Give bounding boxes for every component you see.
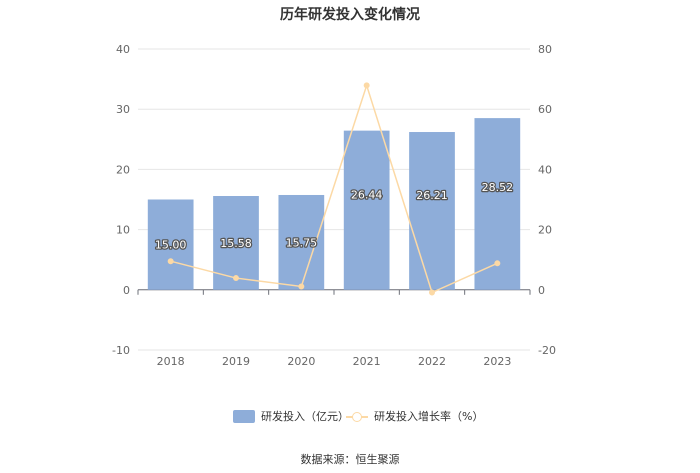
growth-point	[429, 289, 435, 296]
y-right-tick-label: 20	[538, 224, 552, 237]
y-left-tick-label: -10	[112, 344, 130, 357]
bar-value-label: 15.00	[155, 239, 187, 252]
growth-line	[170, 82, 498, 294]
y-left-tick-label: 20	[116, 163, 130, 176]
chart-title: 历年研发投入变化情况	[280, 7, 420, 23]
growth-point	[233, 275, 239, 282]
y-left-tick-label: 30	[116, 103, 130, 116]
legend-item-line[interactable]: 研发投入增长率（%）	[346, 408, 483, 424]
growth-point	[494, 260, 501, 267]
legend-line-swatch	[346, 410, 368, 423]
growth-point	[363, 82, 370, 89]
y-right-tick-label: 80	[538, 43, 552, 56]
y-right-tick-label: 40	[538, 163, 552, 176]
x-tick-label: 2023	[483, 355, 511, 368]
bar-value-label: 15.75	[286, 236, 318, 249]
bar	[147, 199, 194, 290]
x-tick-label: 2020	[287, 355, 315, 368]
bar-value-label: 26.44	[351, 188, 383, 201]
source-note: 数据来源：恒生聚源	[300, 453, 400, 466]
legend-label-bar: 研发投入（亿元）	[261, 410, 349, 423]
x-tick-label: 2022	[418, 355, 446, 368]
y-left-tick-label: 0	[123, 284, 130, 297]
bar-value-label: 28.52	[482, 181, 514, 194]
legend: 研发投入（亿元） 研发投入增长率（%）	[0, 408, 700, 426]
y-right-tick-label: -20	[538, 344, 556, 357]
y-left-tick-label: 40	[116, 43, 130, 56]
x-tick-label: 2021	[353, 355, 381, 368]
y-right-tick-label: 60	[538, 103, 552, 116]
bar	[343, 130, 390, 290]
legend-bar-swatch	[233, 409, 255, 423]
y-right-tick-label: 0	[538, 284, 545, 297]
bar	[278, 194, 325, 290]
bar-value-label: 26.21	[416, 189, 448, 202]
growth-point	[298, 283, 305, 290]
legend-item-bar[interactable]: 研发投入（亿元）	[233, 408, 349, 424]
bar	[409, 132, 455, 290]
legend-label-line: 研发投入增长率（%）	[374, 410, 484, 423]
y-left-tick-label: 10	[116, 224, 130, 237]
x-tick-label: 2018	[157, 355, 185, 368]
x-tick-label: 2019	[222, 355, 250, 368]
bar-value-label: 15.58	[220, 237, 252, 250]
growth-point	[167, 258, 174, 265]
